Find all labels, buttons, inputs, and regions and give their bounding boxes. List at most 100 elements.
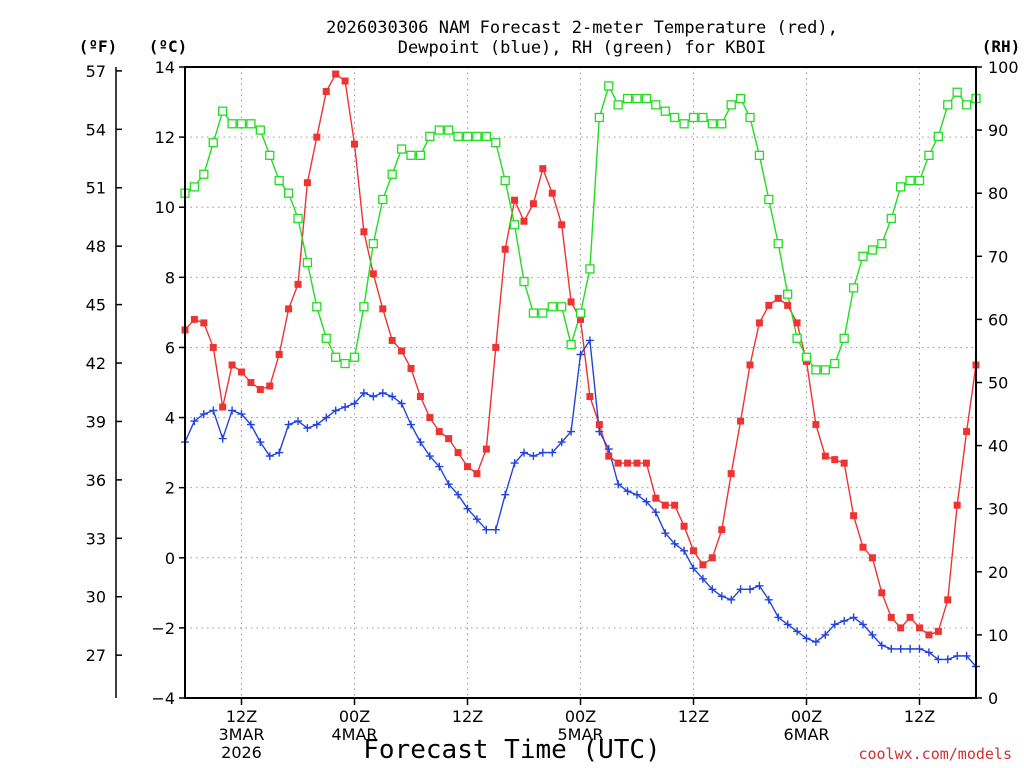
rh-point xyxy=(500,175,510,186)
dewpoint-point xyxy=(407,420,415,429)
fahrenheit-tick-label: 57 xyxy=(86,62,106,81)
dewpoint-point xyxy=(755,581,764,590)
fahrenheit-tick-label: 54 xyxy=(86,120,106,139)
rh-point xyxy=(688,112,699,123)
2-meter-temperature-point xyxy=(558,221,566,229)
dewpoint-point xyxy=(435,462,444,471)
rh-point xyxy=(349,352,360,362)
dewpoint-point xyxy=(529,452,538,461)
time-tick-label: 2026 xyxy=(221,743,262,762)
2-meter-temperature-point xyxy=(435,428,443,436)
2-meter-temperature-point xyxy=(633,459,641,467)
rh-point xyxy=(848,283,859,293)
rh-point xyxy=(575,308,586,318)
rh-point xyxy=(679,119,689,129)
rh-point xyxy=(406,150,416,160)
rh-tick-label: 90 xyxy=(988,121,1008,140)
2-meter-temperature-point xyxy=(332,70,340,78)
rh-point xyxy=(585,264,595,274)
dewpoint-point xyxy=(717,592,726,601)
2-meter-temperature-point xyxy=(614,459,622,467)
chart-title-line2: Dewpoint (blue), RH (green) for KBOI xyxy=(398,38,766,58)
2-meter-temperature-point xyxy=(746,361,754,369)
x-axis-label: Forecast Time (UTC) xyxy=(363,735,660,765)
dewpoint-point xyxy=(633,490,641,499)
dewpoint-point xyxy=(350,399,359,408)
rh-point xyxy=(670,112,680,123)
rh-tick-label: 100 xyxy=(988,58,1019,77)
rh-point xyxy=(283,188,294,198)
2-meter-temperature-point xyxy=(624,459,632,467)
2-meter-temperature-point xyxy=(369,270,377,278)
2-meter-temperature-point xyxy=(416,393,424,401)
2-meter-temperature-point xyxy=(445,435,453,443)
fahrenheit-unit-label: (ºF) xyxy=(79,37,118,56)
rh-point xyxy=(943,100,953,110)
rh-point xyxy=(378,194,388,205)
2-meter-temperature-point xyxy=(190,315,198,323)
dewpoint-point xyxy=(585,336,594,345)
rh-tick-label: 0 xyxy=(988,689,998,708)
2-meter-temperature-point xyxy=(256,386,264,394)
rh-point xyxy=(302,257,313,268)
dewpoint-point xyxy=(887,644,896,653)
fahrenheit-tick-label: 33 xyxy=(86,529,106,548)
2-meter-temperature-point xyxy=(699,561,707,569)
rh-point xyxy=(867,245,878,255)
2-meter-temperature-point xyxy=(219,403,227,411)
dewpoint-point xyxy=(651,508,660,517)
celsius-tick-label: −4 xyxy=(151,689,175,708)
celsius-axis: 14 12 10 8 6 4 2 0 −2 −4 xyxy=(151,58,185,708)
time-tick-label: 00Z xyxy=(339,707,370,726)
dewpoint-point xyxy=(341,403,350,411)
dewpoint-point xyxy=(454,490,463,499)
2-meter-temperature-point xyxy=(831,456,839,464)
rh-point xyxy=(218,106,228,116)
time-tick-label: 4MAR xyxy=(331,725,377,744)
dewpoint-point xyxy=(472,515,481,524)
time-tick-label: 00Z xyxy=(565,707,596,726)
2-meter-temperature-point xyxy=(934,627,942,635)
dewpoint-point xyxy=(482,525,491,534)
2-meter-temperature-point xyxy=(473,470,481,478)
dewpoint-point xyxy=(708,585,717,594)
dewpoint-point xyxy=(642,497,651,506)
2-meter-temperature-point xyxy=(200,319,208,327)
dewpoint-point xyxy=(538,448,547,457)
rh-point xyxy=(227,119,237,129)
dewpoint-point xyxy=(924,648,933,657)
rh-point xyxy=(236,119,247,129)
2-meter-temperature-point xyxy=(313,133,321,141)
fahrenheit-tick-label: 39 xyxy=(86,412,106,431)
time-tick-label: 12Z xyxy=(452,707,483,726)
celsius-unit-label: (ºC) xyxy=(149,37,188,56)
2-meter-temperature-point xyxy=(812,421,820,429)
rh-point xyxy=(208,138,218,148)
2-meter-temperature-point xyxy=(482,445,490,453)
2-meter-temperature-point xyxy=(303,179,311,187)
dewpoint-point xyxy=(444,480,453,489)
2-meter-temperature-point xyxy=(360,228,368,236)
rh-tick-label: 80 xyxy=(988,184,1008,203)
2-meter-temperature-point xyxy=(454,449,462,457)
rh-point xyxy=(764,194,774,205)
celsius-tick-label: 0 xyxy=(165,549,175,568)
2-meter-temperature-point xyxy=(586,393,594,401)
dewpoint-point xyxy=(548,448,557,457)
dewpoint-point xyxy=(425,452,434,461)
dewpoint-point xyxy=(397,399,406,408)
2-meter-temperature-point xyxy=(859,543,867,551)
dewpoint-point xyxy=(501,490,510,499)
rh-point xyxy=(735,93,746,104)
2-meter-temperature-point xyxy=(492,343,500,351)
rh-point xyxy=(528,308,539,318)
dewpoint-point xyxy=(520,448,528,457)
dewpoint-point xyxy=(614,480,623,489)
2-meter-temperature-point xyxy=(228,361,236,369)
dewpoint-point xyxy=(246,420,255,429)
rh-point xyxy=(801,352,812,362)
2-meter-temperature-point xyxy=(426,414,434,422)
